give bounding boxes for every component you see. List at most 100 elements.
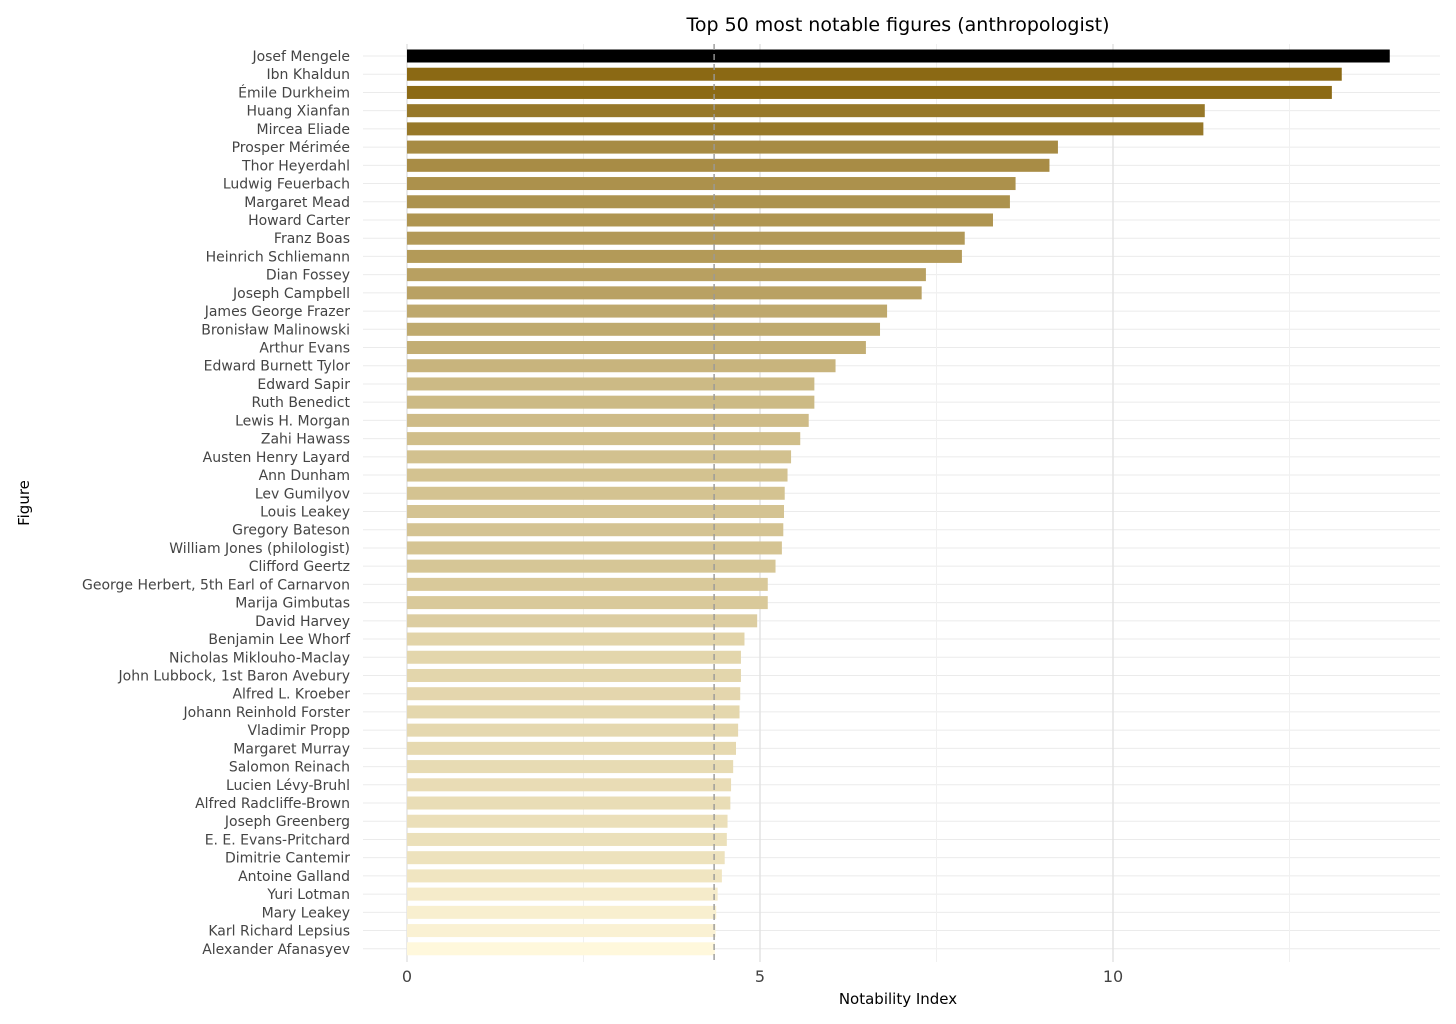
category-label: Lev Gumilyov (255, 486, 350, 502)
bar (407, 541, 782, 555)
category-label: Prosper Mérimée (232, 140, 350, 156)
bar (407, 632, 745, 646)
category-label: Lucien Lévy-Bruhl (226, 778, 350, 794)
bar (407, 796, 731, 810)
category-label: Yuri Lotman (266, 887, 350, 903)
bar (407, 413, 809, 427)
category-label: Mary Leakey (262, 905, 350, 921)
bar (407, 523, 784, 537)
bar (407, 741, 736, 755)
category-label: Nicholas Miklouho-Maclay (169, 650, 350, 666)
category-label: James George Frazer (204, 304, 351, 320)
category-label: Salomon Reinach (229, 760, 350, 776)
category-label: Émile Durkheim (238, 84, 350, 101)
bar (407, 650, 741, 664)
bar (407, 359, 836, 373)
category-label: Louis Leakey (260, 505, 350, 521)
bar (407, 577, 768, 591)
category-label: Margaret Mead (244, 195, 350, 211)
category-label: Thor Heyerdahl (241, 158, 350, 174)
y-axis-title: Figure (15, 480, 33, 526)
bar (407, 158, 1050, 172)
category-label: Ruth Benedict (252, 395, 351, 411)
category-label: Ludwig Feuerbach (223, 177, 350, 193)
chart-title: Top 50 most notable figures (anthropolog… (685, 14, 1109, 36)
bar (407, 395, 815, 409)
category-label: Alfred Radcliffe-Brown (195, 796, 350, 812)
category-label: Ann Dunham (259, 468, 350, 484)
x-tick-label: 5 (755, 967, 765, 986)
category-label: Josef Mengele (251, 49, 350, 65)
category-label: Edward Sapir (257, 377, 350, 393)
bar (407, 687, 741, 701)
category-label: Alfred L. Kroeber (232, 687, 350, 703)
category-label: William Jones (philologist) (169, 541, 350, 557)
bar (407, 723, 739, 737)
category-label: Johann Reinhold Forster (182, 705, 350, 721)
category-label: Margaret Murray (233, 741, 350, 757)
bar (407, 67, 1342, 81)
category-label: Dian Fossey (266, 268, 350, 284)
category-label: Heinrich Schliemann (206, 249, 350, 265)
category-label: Ibn Khaldun (267, 67, 351, 83)
bar (407, 432, 801, 446)
x-tick-labels: 0 5 10 (402, 967, 1123, 986)
category-label: Lewis H. Morgan (235, 413, 350, 429)
bar (407, 377, 815, 391)
bar (407, 559, 776, 573)
bar (407, 249, 962, 263)
category-label: Joseph Greenberg (224, 814, 350, 830)
category-label: Edward Burnett Tylor (204, 359, 351, 375)
bar (407, 231, 965, 245)
bar (407, 122, 1204, 136)
category-label: Vladimir Propp (247, 723, 350, 739)
bar (407, 322, 881, 336)
bar (407, 924, 716, 938)
category-label: Zahi Hawass (261, 432, 350, 448)
category-label: Arthur Evans (259, 341, 350, 357)
bar (407, 869, 722, 883)
category-label: John Lubbock, 1st Baron Avebury (118, 668, 350, 684)
bar (407, 450, 792, 464)
bar (407, 268, 926, 282)
category-label: Karl Richard Lepsius (208, 924, 350, 940)
category-label: David Harvey (255, 614, 350, 630)
category-label: Howard Carter (248, 213, 350, 229)
bar (407, 286, 922, 300)
category-label: Mircea Eliade (257, 122, 350, 138)
bar (407, 887, 718, 901)
bars (407, 49, 1390, 956)
bar (407, 505, 785, 518)
category-label: Franz Boas (274, 231, 350, 247)
category-label: Joseph Campbell (232, 286, 350, 302)
category-label: Gregory Bateson (232, 523, 350, 539)
bar (407, 195, 1010, 209)
bar (407, 905, 717, 919)
category-label: E. E. Evans-Pritchard (205, 832, 350, 848)
bar (407, 851, 725, 865)
bar (407, 468, 788, 482)
bar (407, 705, 740, 719)
bar (407, 814, 728, 828)
category-label: Clifford Geertz (249, 559, 350, 575)
category-label: Alexander Afanasyev (202, 942, 350, 958)
category-label: Marija Gimbutas (235, 596, 350, 612)
bar (407, 304, 888, 318)
x-tick-label: 10 (1103, 967, 1123, 986)
category-label: George Herbert, 5th Earl of Carnarvon (82, 577, 350, 593)
bar (407, 596, 768, 610)
category-label: Antoine Galland (238, 869, 350, 885)
bar (407, 85, 1332, 99)
bar (407, 104, 1205, 118)
bar (407, 213, 993, 227)
category-label: Austen Henry Layard (203, 450, 350, 466)
bar (407, 668, 741, 682)
bar (407, 760, 734, 774)
x-axis-title: Notability Index (839, 990, 957, 1008)
bar (407, 140, 1058, 154)
bar (407, 177, 1016, 191)
category-label: Benjamin Lee Whorf (208, 632, 351, 648)
bar (407, 49, 1390, 63)
